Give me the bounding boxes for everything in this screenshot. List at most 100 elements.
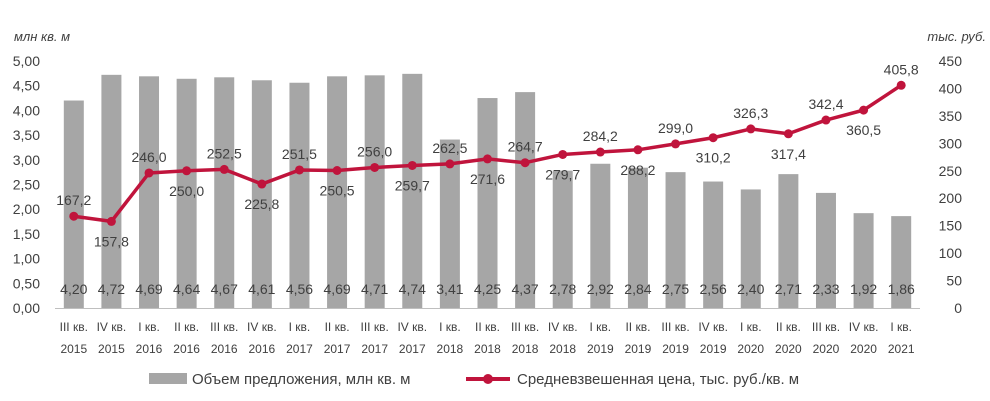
bar (627, 167, 648, 308)
bar (214, 77, 235, 308)
line-data-label: 250,0 (169, 183, 204, 199)
x-tick-label-quarter: II кв. (776, 320, 801, 334)
line-data-label: 250,5 (320, 183, 355, 199)
x-tick-label-quarter: IV кв. (247, 320, 277, 334)
line-layer (69, 80, 906, 226)
y-right-tick-label: 200 (939, 190, 963, 206)
x-tick-label-year: 2017 (399, 342, 426, 356)
y-left-tick-label: 1,50 (13, 226, 40, 242)
line-data-label: 271,6 (470, 171, 505, 187)
bar-data-label: 4,69 (323, 281, 350, 297)
price-marker (896, 80, 906, 90)
bar-data-label: 3,41 (436, 281, 463, 297)
x-tick-label-year: 2018 (549, 342, 576, 356)
x-tick-label-quarter: IV кв. (397, 320, 427, 334)
line-data-label: 279,7 (545, 166, 580, 182)
bar-data-label: 2,78 (549, 281, 576, 297)
bar (853, 213, 874, 308)
bar (251, 80, 272, 309)
bar (515, 92, 536, 308)
x-tick-label-year: 2020 (813, 342, 840, 356)
line-data-label: 288,2 (620, 162, 655, 178)
x-tick-label-quarter: I кв. (439, 320, 461, 334)
bar (289, 82, 310, 309)
y-left-tick-label: 4,00 (13, 102, 40, 118)
x-tick-label-year: 2016 (211, 342, 238, 356)
y-left-tick-label: 2,50 (13, 177, 40, 193)
x-tick-label-quarter: IV кв. (548, 320, 578, 334)
y-right-tick-label: 150 (939, 218, 963, 234)
bar-data-label: 4,37 (511, 281, 538, 297)
price-marker (257, 179, 267, 189)
bar (891, 216, 912, 308)
line-data-label: 284,2 (583, 128, 618, 144)
y-right-tick-label: 350 (939, 108, 963, 124)
bar (402, 73, 423, 309)
price-marker (595, 147, 605, 157)
y-right-tick-label: 400 (939, 80, 963, 96)
y-left-tick-label: 0,00 (13, 300, 40, 316)
bar (63, 100, 84, 309)
bar-data-label: 2,75 (662, 281, 689, 297)
y-left-tick-label: 2,00 (13, 201, 40, 217)
x-tick-label-year: 2016 (248, 342, 275, 356)
bars-layer (63, 73, 912, 309)
x-tick-label-year: 2017 (286, 342, 313, 356)
y-right-tick-label: 450 (939, 53, 963, 69)
x-tick-label-quarter: III кв. (60, 320, 88, 334)
legend-line-marker (483, 374, 493, 384)
price-marker (182, 166, 192, 176)
line-data-label: 157,8 (94, 233, 129, 249)
x-tick-label-year: 2020 (850, 342, 877, 356)
bar-data-label: 4,25 (474, 281, 501, 297)
y-left-axis-title: млн кв. м (14, 29, 70, 44)
x-tick-label-year: 2019 (700, 342, 727, 356)
bar-data-label: 4,71 (361, 281, 388, 297)
line-data-label: 342,4 (808, 96, 843, 112)
bar-data-label: 4,69 (135, 281, 162, 297)
bar (552, 170, 573, 308)
y-left-tick-label: 0,50 (13, 275, 40, 291)
y-left-tick-label: 5,00 (13, 53, 40, 69)
x-tick-label-quarter: II кв. (325, 320, 350, 334)
line-data-label: 259,7 (395, 177, 430, 193)
y-right-tick-label: 50 (946, 273, 962, 289)
price-marker (445, 159, 455, 169)
x-tick-label-quarter: II кв. (174, 320, 199, 334)
axes-layer: 0,00 0,50 1,00 1,50 2,00 2,50 3,00 3,50 4,00 4,50… (13, 53, 962, 356)
price-marker (294, 165, 304, 175)
price-marker (332, 166, 342, 176)
bar (740, 189, 761, 308)
bar (139, 76, 160, 309)
y-left-tick-label: 3,00 (13, 152, 40, 168)
x-tick-label-quarter: IV кв. (849, 320, 879, 334)
bar-data-label: 4,67 (211, 281, 238, 297)
line-data-label: 225,8 (244, 196, 279, 212)
x-tick-label-quarter: III кв. (361, 320, 389, 334)
bar (364, 75, 385, 309)
x-tick-label-quarter: II кв. (625, 320, 650, 334)
price-marker (708, 133, 718, 143)
price-marker (821, 115, 831, 125)
bar (815, 192, 836, 308)
price-marker (783, 129, 793, 139)
price-marker (859, 105, 869, 115)
price-marker (407, 160, 417, 170)
line-data-label: 405,8 (884, 61, 919, 77)
x-tick-label-quarter: IV кв. (698, 320, 728, 334)
bar (665, 172, 686, 308)
legend-line-label: Средневзвешенная цена, тыс. руб./кв. м (517, 371, 799, 388)
x-tick-label-year: 2019 (587, 342, 614, 356)
line-data-label: 264,7 (508, 139, 543, 155)
x-tick-label-quarter: I кв. (138, 320, 160, 334)
price-marker (483, 154, 492, 164)
line-data-label: 310,2 (696, 150, 731, 166)
y-right-axis-title: тыс. руб. (927, 29, 986, 44)
bar-data-label: 1,92 (850, 281, 877, 297)
legend: Объем предложения, млн кв. м Средневзвеш… (149, 371, 799, 388)
price-marker (144, 168, 154, 178)
x-tick-label-quarter: III кв. (812, 320, 840, 334)
legend-bar-swatch (149, 373, 187, 384)
x-tick-label-year: 2016 (173, 342, 200, 356)
